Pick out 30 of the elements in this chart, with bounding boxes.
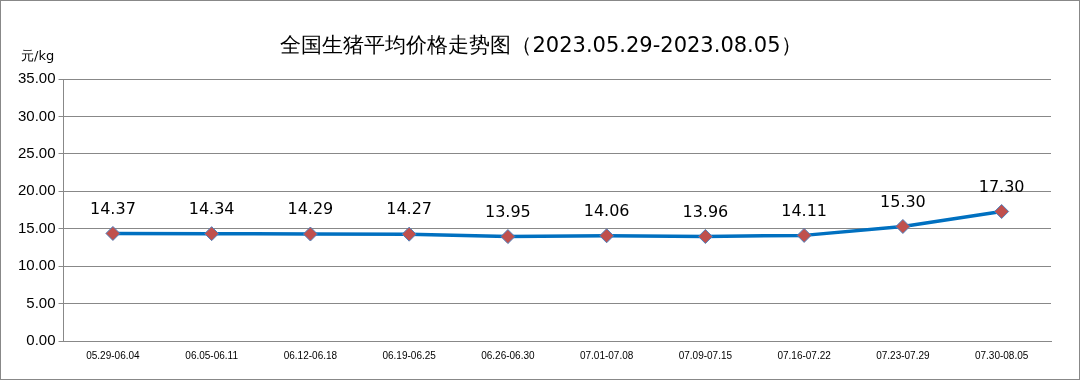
data-label: 14.37	[90, 198, 136, 218]
x-tick-label: 05.29-06.04	[86, 349, 141, 361]
x-tick-label: 07.23-07.29	[876, 349, 930, 361]
y-tick-label: 35.00	[17, 69, 56, 87]
y-tick-label: 5.00	[26, 293, 56, 311]
x-tick-label: 07.30-08.05	[974, 349, 1029, 361]
data-label: 14.06	[583, 200, 630, 220]
chart-title: 全国生猪平均价格走势图（2023.05.29-2023.08.05）	[280, 33, 802, 57]
y-tick-label: 10.00	[17, 256, 56, 274]
y-tick-label: 25.00	[17, 144, 56, 161]
x-tick-label: 07.09-07.15	[678, 349, 733, 361]
x-tick-label: 07.01-07.08	[579, 349, 634, 361]
data-label: 14.29	[287, 199, 334, 219]
x-tick-label: 06.12-06.18	[283, 349, 338, 361]
y-tick-label: 0.00	[26, 331, 56, 349]
x-tick-label: 06.05-06.11	[185, 349, 239, 361]
y-tick-label: 30.00	[17, 106, 56, 124]
x-tick-label: 06.26-06.30	[481, 349, 536, 361]
y-tick-label: 20.00	[17, 181, 56, 199]
data-label: 14.27	[386, 199, 433, 219]
x-tick-label: 06.19-06.25	[382, 349, 437, 361]
y-tick-label: 15.00	[17, 218, 56, 236]
x-tick-label: 07.16-07.22	[777, 349, 832, 361]
data-label: 14.11	[781, 200, 828, 220]
data-label: 14.34	[188, 198, 235, 218]
data-label: 17.30	[978, 176, 1025, 196]
data-label: 13.96	[682, 201, 729, 221]
data-label: 13.95	[484, 201, 531, 221]
y-axis-title: 元/kg	[21, 47, 55, 65]
data-label: 15.30	[879, 191, 926, 211]
